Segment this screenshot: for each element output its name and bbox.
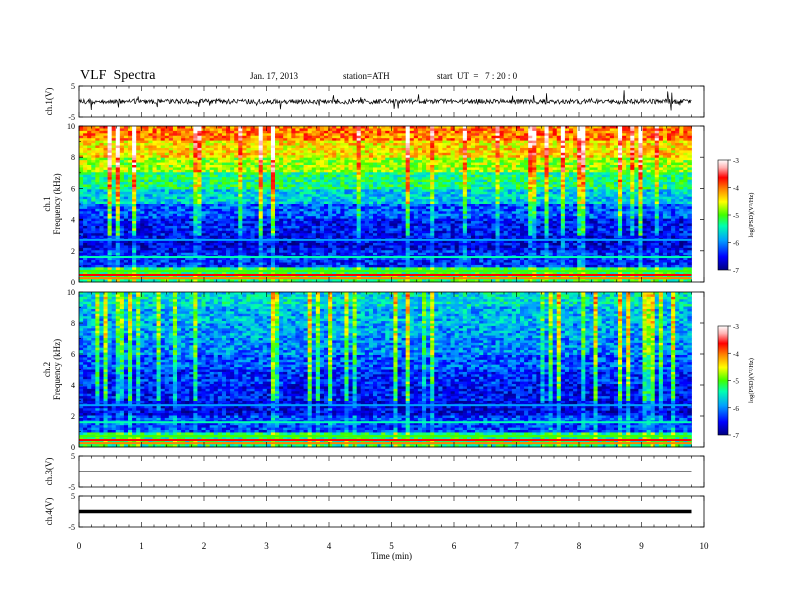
ch1-spectrogram-ytick-label: 10	[67, 122, 75, 131]
xtick-label: 8	[577, 541, 582, 551]
ch1-spectrogram-colorbar-tick-label: -3	[733, 157, 739, 165]
xtick-label: 5	[389, 541, 394, 551]
ch1-spectrogram-colorbar-label: log(PSD)(V²/Hz)	[748, 193, 755, 238]
ch2-spectrogram-ytick-label: 10	[67, 288, 75, 297]
ch1-waveform-trace	[78, 90, 692, 111]
xtick-label: 1	[139, 541, 144, 551]
ch2-spectrogram-band-2	[79, 435, 692, 438]
ch2-spectrogram-colorbar-tick-label: -3	[733, 323, 739, 331]
xtick-label: 10	[700, 541, 710, 551]
ch1-spectrogram-ytick-label: 0	[71, 278, 75, 287]
ch2-spectrogram-ytick-label: 4	[71, 381, 75, 390]
ch3-waveform-ytick-label: 5	[71, 452, 75, 461]
ch1-spectrogram-ytick-label: 8	[71, 153, 75, 162]
ch3-waveform-ylabel: ch.3(V)	[44, 458, 54, 486]
ch1-spectrogram-colorbar-tick-label: -7	[733, 267, 739, 275]
start-time-label: start UT = 7 : 20 : 0	[437, 71, 518, 81]
ch1-spectrogram-band-2	[79, 270, 692, 273]
ch1-spectrogram-colorbar	[717, 159, 729, 271]
ch1-spectrogram-band-3	[79, 256, 692, 259]
xtick-label: 7	[514, 541, 519, 551]
ch1-spectrogram-colorbar-tick-label: -4	[733, 185, 739, 193]
ch1-spectrogram-pixels	[79, 126, 692, 283]
ch2-spectrogram-band-1	[79, 439, 692, 442]
ch1-spectrogram-ytick-label: 2	[71, 247, 75, 256]
ch1-spectrogram-band-4	[79, 238, 692, 241]
ch4-waveform-ylabel: ch.4(V)	[44, 498, 54, 526]
ch2-spectrogram-colorbar-tick-label: -7	[733, 432, 739, 440]
ch1-waveform-trace-path	[78, 90, 692, 111]
ch1-spectrogram-band-0	[79, 277, 692, 280]
xtick-label: 4	[327, 541, 332, 551]
ch2-spectrogram-band-4	[79, 404, 692, 407]
ch2-spectrogram-ytick-label: 2	[71, 412, 75, 421]
date-label: Jan. 17, 2013	[250, 71, 298, 81]
ch2-spectrogram-ytick-label: 0	[71, 443, 75, 452]
xtick-label: 9	[639, 541, 644, 551]
ch2-spectrogram-band-3	[79, 421, 692, 424]
ch1-spectrogram-ytick-label: 6	[71, 184, 75, 193]
ch1-waveform-ytick-label: -5	[68, 113, 75, 122]
ch2-spectrogram-colorbar-tick-label: -4	[733, 350, 739, 358]
ch2-spectrogram-colorbar	[717, 325, 729, 436]
xtick-label: 3	[264, 541, 269, 551]
ch2-spectrogram-colorbar-tick-label: -6	[733, 405, 739, 413]
ch1-waveform-ylabel: ch.1(V)	[44, 88, 54, 116]
ch1-waveform-ytick-label: 5	[71, 82, 75, 91]
ch4-waveform-ytick-label: 5	[71, 492, 75, 501]
xtick-label: 0	[77, 541, 82, 551]
ch2-spectrogram-band-0	[79, 442, 692, 445]
ch1-spectrogram-colorbar-tick-label: -6	[733, 240, 739, 248]
ch2-spectrogram-ylabel: Frequency (kHz)	[52, 339, 62, 400]
ch2-spectrogram-colorbar-label: log(PSD)(V²/Hz)	[748, 358, 755, 403]
ch1-spectrogram-channel-label: ch.1	[42, 196, 52, 211]
x-axis-label: Time (min)	[371, 551, 412, 561]
xtick-label: 2	[202, 541, 207, 551]
ch1-spectrogram-ytick-label: 4	[71, 216, 75, 225]
ch1-spectrogram-ylabel: Frequency (kHz)	[52, 173, 62, 234]
ch3-waveform-ytick-label: -5	[68, 483, 75, 492]
xtick-label: 6	[452, 541, 457, 551]
ch4-waveform-ytick-label: -5	[68, 523, 75, 532]
ch2-spectrogram-ytick-label: 6	[71, 350, 75, 359]
ch2-spectrogram-channel-label: ch.2	[42, 362, 52, 377]
chart-title: VLF Spectra	[80, 68, 156, 83]
ch2-spectrogram-colorbar-tick-label: -5	[733, 378, 739, 386]
ch1-spectrogram-band-1	[79, 273, 692, 276]
ch2-spectrogram-pixels	[79, 292, 692, 448]
ch1-spectrogram-colorbar-tick-label: -5	[733, 212, 739, 220]
station-label: station=ATH	[343, 71, 390, 81]
ch2-spectrogram-ytick-label: 8	[71, 319, 75, 328]
